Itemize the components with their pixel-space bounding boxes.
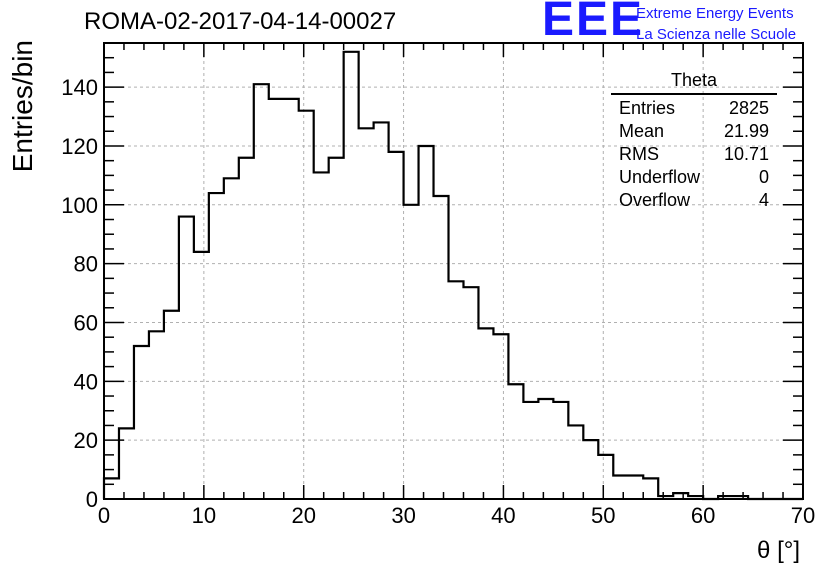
histogram-bin [508, 384, 523, 499]
x-tick-label: 30 [391, 503, 415, 528]
histogram-bin [598, 455, 613, 499]
run-title: ROMA-02-2017-04-14-00027 [84, 8, 397, 35]
y-tick-label: 140 [61, 75, 98, 100]
stats-label: Underflow [619, 167, 701, 187]
histogram-bin [179, 217, 194, 499]
stats-label: Mean [619, 121, 665, 141]
y-axis-title: Entries/bin [7, 40, 38, 172]
histogram-bin [224, 178, 239, 499]
eee-logo: EEE [542, 0, 645, 46]
histogram-bin [568, 425, 583, 499]
histogram-bin [359, 128, 374, 499]
stats-label: Entries [619, 98, 676, 118]
y-tick-label: 80 [74, 252, 98, 277]
stats-title: Theta [611, 70, 777, 95]
histogram-bin [583, 440, 598, 499]
histogram-bin [164, 311, 179, 499]
histogram-bin [119, 428, 134, 499]
histogram-bin [239, 158, 254, 499]
histogram-bin [613, 475, 628, 499]
histogram-bin [628, 475, 643, 499]
histogram-bin [194, 252, 209, 499]
y-tick-label: 20 [74, 428, 98, 453]
x-axis-title: θ [°] [757, 537, 800, 564]
histogram-bin [463, 287, 478, 499]
axis-ticks [103, 42, 804, 500]
histogram-bin [478, 328, 493, 499]
stats-row-rms: RMS 10.71 [611, 143, 777, 166]
stats-row-entries: Entries 2825 [611, 97, 777, 120]
stats-label: Overflow [619, 190, 691, 210]
histogram-bin [449, 281, 464, 499]
stats-row-underflow: Underflow 0 [611, 166, 777, 189]
x-tick-label: 0 [98, 503, 110, 528]
stats-value: 10.71 [723, 144, 769, 164]
histogram-bin [284, 99, 299, 499]
stats-row-overflow: Overflow 4 [611, 189, 777, 212]
y-tick-label: 0 [86, 487, 98, 512]
histogram-bin [538, 399, 553, 499]
histogram-bin [254, 84, 269, 499]
stats-value: 4 [758, 190, 769, 210]
y-tick-labels: 0 20 40 60 80 100 120 140 [61, 75, 98, 512]
histogram-bin [269, 99, 284, 499]
stats-row-mean: Mean 21.99 [611, 120, 777, 143]
histogram-bin [329, 158, 344, 499]
y-tick-label: 100 [61, 193, 98, 218]
x-tick-label: 60 [691, 503, 715, 528]
histogram-bin [344, 52, 359, 499]
x-tick-label: 70 [791, 503, 815, 528]
histogram-bin [374, 122, 389, 499]
y-tick-label: 40 [74, 369, 98, 394]
histogram-bin [314, 172, 329, 499]
stats-box: Theta Entries 2825 Mean 21.99 RMS 10.71 … [611, 70, 777, 212]
histogram-bin [134, 346, 149, 499]
histogram-bin [643, 478, 658, 499]
x-tick-label: 40 [491, 503, 515, 528]
histogram-bin [493, 334, 508, 499]
histogram-bin [149, 331, 164, 499]
histogram-bin [209, 193, 224, 499]
plot-frame [103, 42, 804, 500]
stats-value: 2825 [728, 98, 769, 118]
histogram-bin [419, 146, 434, 499]
y-tick-label: 120 [61, 134, 98, 159]
grid-lines [104, 43, 803, 499]
stats-value: 0 [758, 167, 769, 187]
stats-label: RMS [619, 144, 659, 164]
x-tick-labels: 0 10 20 30 40 50 60 70 [98, 503, 815, 528]
histogram-bin [104, 478, 119, 499]
histogram-bin [523, 402, 538, 499]
x-tick-label: 10 [192, 503, 216, 528]
logo-caption-line2: La Scienza nelle Scuole [636, 26, 797, 43]
stats-value: 21.99 [723, 121, 769, 141]
histogram-bin [553, 402, 568, 499]
x-tick-label: 20 [291, 503, 315, 528]
histogram-bin [434, 196, 449, 499]
y-tick-label: 60 [74, 310, 98, 335]
histogram-bin [299, 111, 314, 499]
x-tick-label: 50 [591, 503, 615, 528]
histogram-bin [404, 205, 419, 499]
histogram-bin [389, 152, 404, 499]
logo-caption: Extreme Energy Events La Scienza nelle S… [636, 3, 796, 45]
logo-caption-line1: Extreme Energy Events [636, 5, 794, 22]
